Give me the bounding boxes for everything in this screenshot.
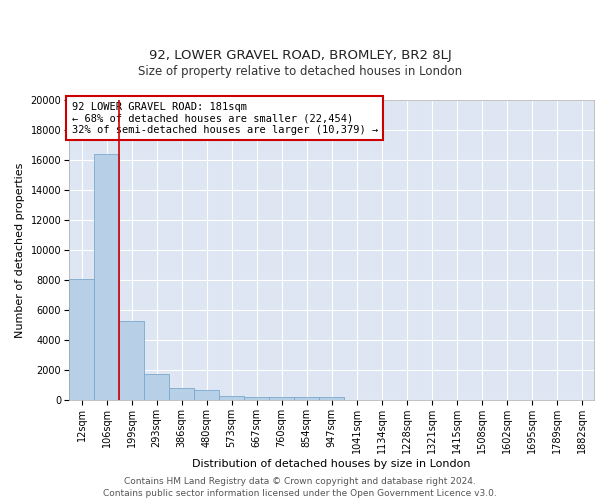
Bar — [194, 390, 219, 400]
Bar — [169, 388, 194, 400]
X-axis label: Distribution of detached houses by size in London: Distribution of detached houses by size … — [192, 458, 471, 468]
Bar — [244, 396, 269, 400]
Text: Contains HM Land Registry data © Crown copyright and database right 2024.
Contai: Contains HM Land Registry data © Crown c… — [103, 476, 497, 498]
Bar — [294, 397, 319, 400]
Bar — [94, 154, 119, 400]
Bar — [69, 278, 94, 400]
Bar — [269, 397, 294, 400]
Text: Size of property relative to detached houses in London: Size of property relative to detached ho… — [138, 64, 462, 78]
Text: 92, LOWER GRAVEL ROAD, BROMLEY, BR2 8LJ: 92, LOWER GRAVEL ROAD, BROMLEY, BR2 8LJ — [149, 50, 451, 62]
Text: 92 LOWER GRAVEL ROAD: 181sqm
← 68% of detached houses are smaller (22,454)
32% o: 92 LOWER GRAVEL ROAD: 181sqm ← 68% of de… — [71, 102, 378, 134]
Y-axis label: Number of detached properties: Number of detached properties — [15, 162, 25, 338]
Bar — [219, 396, 244, 400]
Bar — [319, 398, 344, 400]
Bar — [144, 374, 169, 400]
Bar — [119, 320, 144, 400]
